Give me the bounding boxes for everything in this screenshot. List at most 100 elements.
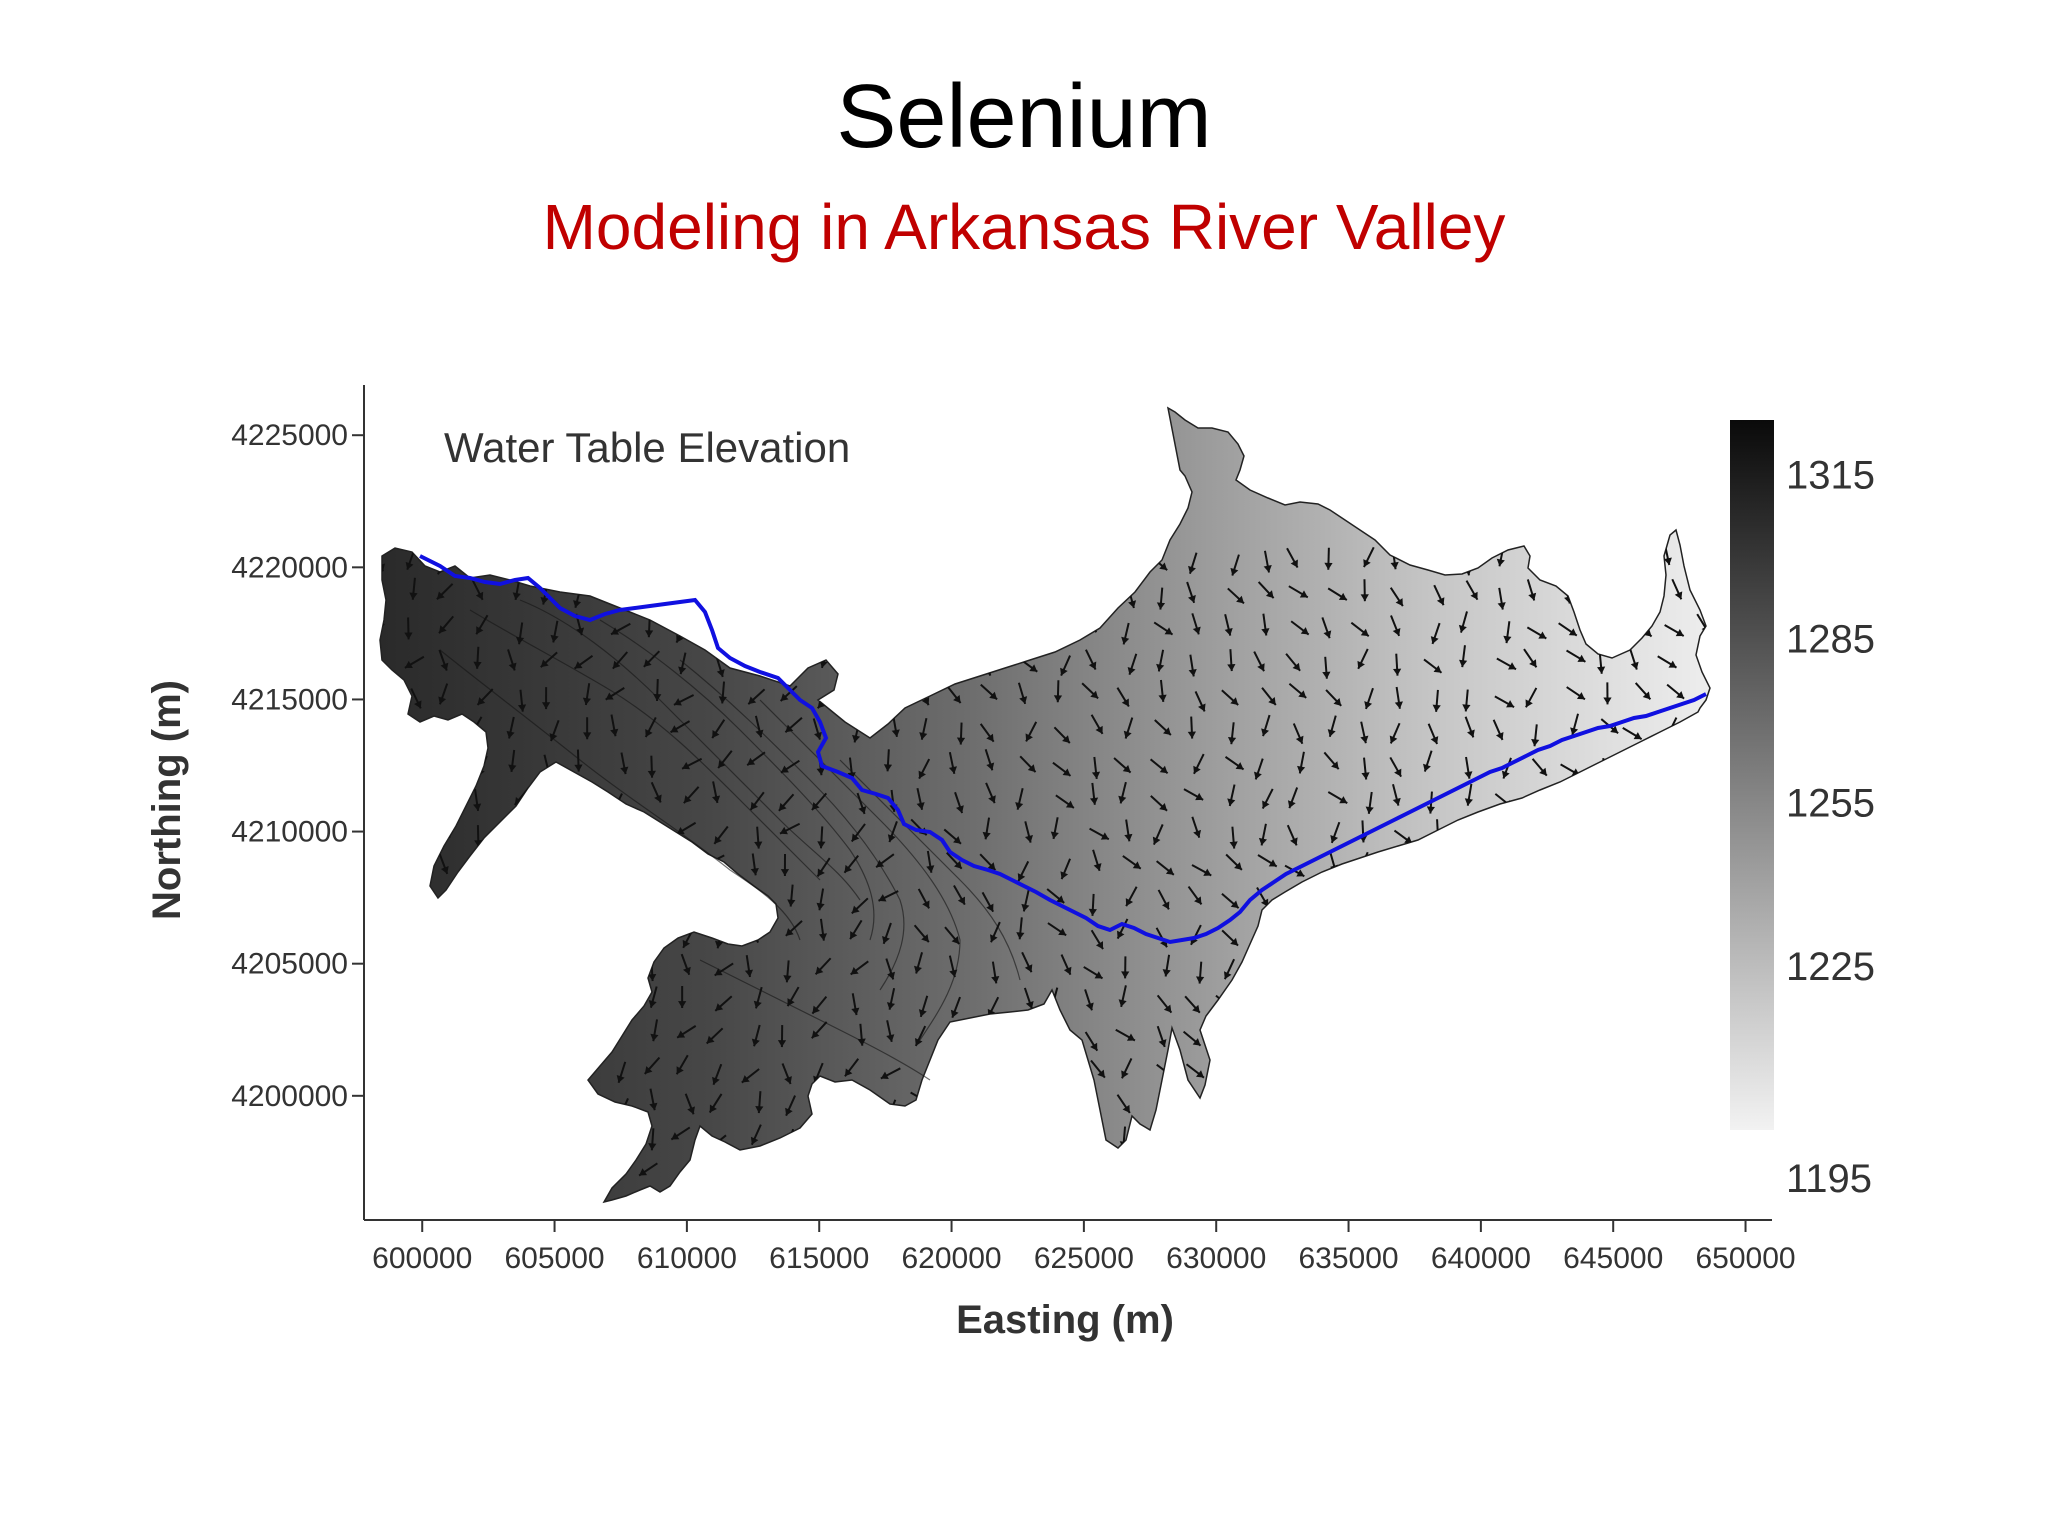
flow-arrow xyxy=(1229,826,1238,849)
flow-arrow xyxy=(1148,1134,1165,1153)
flow-arrow xyxy=(746,751,766,766)
flow-arrow xyxy=(1400,960,1409,983)
flow-arrow xyxy=(1530,793,1549,810)
flow-arrow xyxy=(844,1058,860,1077)
flow-arrow xyxy=(813,1132,835,1145)
flow-arrow xyxy=(545,790,565,807)
flow-arrow xyxy=(443,892,464,906)
flow-arrow xyxy=(546,919,562,938)
flow-arrow xyxy=(1634,855,1647,876)
flow-arrow xyxy=(843,854,859,874)
flow-arrow xyxy=(712,1063,723,1086)
flow-arrow xyxy=(506,956,526,970)
flow-arrow xyxy=(715,655,725,678)
flow-arrow xyxy=(1187,885,1203,905)
flow-arrow xyxy=(540,651,558,668)
flow-arrow xyxy=(1019,755,1037,773)
flow-arrow xyxy=(1392,653,1402,676)
flow-arrow xyxy=(402,1025,421,1043)
flow-arrow xyxy=(1393,1100,1407,1120)
flow-arrow xyxy=(885,958,896,980)
x-tick-label: 600000 xyxy=(372,1242,472,1275)
flow-arrow xyxy=(1498,1129,1507,1152)
flow-arrow xyxy=(649,1088,658,1111)
flow-arrow xyxy=(1526,986,1537,1008)
flow-arrow xyxy=(578,889,587,912)
flow-arrow xyxy=(719,619,728,642)
flow-arrow xyxy=(926,850,935,873)
aquifer-terrain xyxy=(379,406,1711,1204)
flow-arrow xyxy=(854,645,863,668)
x-tick-label: 620000 xyxy=(901,1242,1001,1275)
flow-arrow xyxy=(1060,954,1072,976)
flow-arrow xyxy=(1464,886,1474,909)
flow-arrow xyxy=(754,715,764,738)
flow-arrow xyxy=(981,891,995,913)
flow-arrow xyxy=(850,960,869,976)
flow-arrow xyxy=(714,962,734,977)
flow-arrow xyxy=(1526,579,1537,601)
flow-arrow xyxy=(642,825,654,847)
flow-arrow xyxy=(514,1024,526,1046)
flow-arrow xyxy=(785,1095,796,1117)
flow-arrow xyxy=(1221,929,1239,947)
flow-arrow xyxy=(1290,620,1310,636)
flow-arrow xyxy=(653,678,662,702)
flow-arrow xyxy=(510,1162,520,1184)
flow-arrow xyxy=(681,849,690,872)
flow-arrow xyxy=(1427,890,1440,911)
flow-arrow xyxy=(1492,719,1504,741)
flow-arrow xyxy=(638,1162,658,1177)
flow-arrow xyxy=(781,1063,792,1085)
flow-arrow xyxy=(1561,1125,1570,1148)
flow-arrow xyxy=(1363,953,1375,975)
flow-arrow xyxy=(1254,961,1264,984)
flow-arrow xyxy=(579,1030,596,1048)
flow-arrow xyxy=(447,752,456,775)
flow-arrow xyxy=(1671,1019,1680,1042)
flow-arrow xyxy=(1254,1029,1263,1052)
flow-arrow xyxy=(1390,1021,1402,1043)
flow-arrow xyxy=(506,858,515,881)
flow-arrow xyxy=(849,919,863,940)
flow-arrow xyxy=(1696,1020,1710,1040)
colorbar-tick-label: 1195 xyxy=(1786,1157,1872,1201)
flow-arrow xyxy=(380,987,386,1007)
flow-arrow xyxy=(920,547,929,570)
flow-arrow xyxy=(1334,894,1343,917)
flow-arrow xyxy=(1393,829,1413,845)
x-tick-label: 635000 xyxy=(1298,1242,1398,1275)
flow-arrow xyxy=(582,683,592,706)
flow-arrow xyxy=(1355,1093,1367,1115)
flow-arrow xyxy=(954,650,963,673)
flow-arrow xyxy=(954,1057,964,1079)
flow-arrow xyxy=(1630,1023,1639,1046)
flow-arrow xyxy=(380,1030,385,1053)
flow-arrow xyxy=(706,1027,724,1045)
flow-arrow xyxy=(1084,612,1098,633)
flow-arrow xyxy=(1261,687,1277,706)
flow-arrow xyxy=(780,854,790,877)
flow-arrow xyxy=(1558,1064,1571,1085)
flow-arrow xyxy=(1637,822,1646,845)
flow-arrow xyxy=(1229,1024,1241,1045)
flow-arrow xyxy=(1464,783,1473,806)
flow-arrow xyxy=(1253,758,1264,780)
flow-arrow xyxy=(1364,1156,1375,1178)
flow-arrow xyxy=(583,717,592,740)
flow-arrow xyxy=(605,890,625,905)
water-table-elevation-label: Water Table Elevation xyxy=(444,424,850,471)
flow-arrow xyxy=(1595,985,1606,1008)
flow-arrow xyxy=(1186,581,1196,604)
flow-arrow xyxy=(506,716,515,739)
flow-arrow xyxy=(472,548,490,566)
flow-arrow xyxy=(1285,653,1301,672)
flow-arrow xyxy=(1026,584,1036,607)
flow-arrow xyxy=(853,686,864,708)
flow-arrow xyxy=(478,859,487,882)
flow-arrow xyxy=(576,986,585,1009)
flow-arrow xyxy=(845,1125,856,1147)
flow-arrow xyxy=(476,1021,489,1042)
flow-arrow xyxy=(1224,756,1245,771)
flow-arrow xyxy=(1458,611,1468,633)
